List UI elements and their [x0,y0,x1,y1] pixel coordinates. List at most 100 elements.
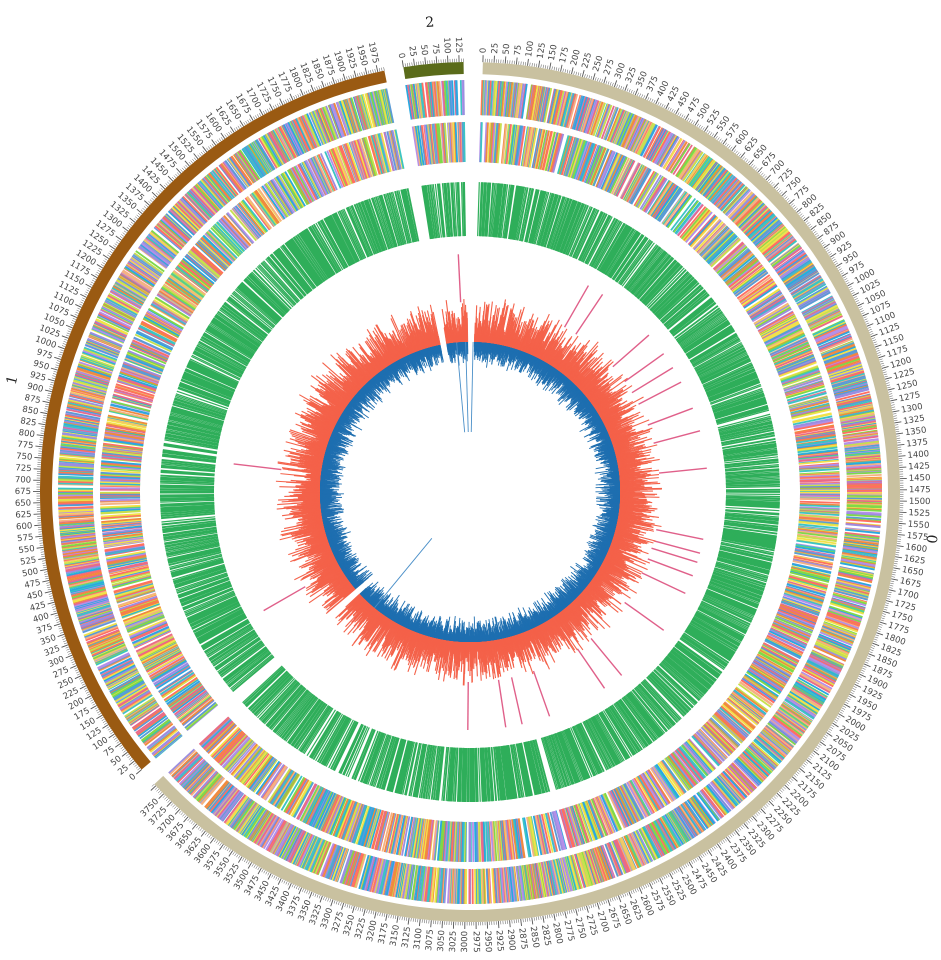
chromosome-label-1: 1 [4,374,22,386]
minor-tick [247,119,250,124]
minor-tick [98,267,102,271]
minor-tick [50,381,55,384]
minor-tick [779,789,783,793]
major-tick [375,65,379,73]
major-tick [61,335,69,339]
minor-tick [87,693,91,696]
minor-tick [357,73,359,77]
chromosome-labels: 012 [4,14,940,544]
minor-tick [856,302,860,305]
major-tick [166,801,172,808]
major-tick [401,60,404,68]
chromosome-band-ring [39,62,900,923]
tick-label: 100 [524,40,536,57]
minor-tick [877,352,881,354]
minor-tick [869,331,873,333]
minor-tick [46,399,50,401]
minor-tick [53,371,58,373]
minor-tick [647,97,650,101]
minor-tick [787,781,791,785]
minor-tick [183,815,187,819]
minor-tick [122,232,126,235]
minor-tick [893,417,898,419]
minor-tick [164,796,168,800]
minor-tick [102,720,107,723]
minor-tick [113,245,117,248]
minor-tick [609,82,612,86]
major-tick [592,73,596,81]
major-tick [36,546,44,549]
cog-forward-mark [500,81,506,117]
minor-tick [743,157,747,161]
minor-tick [636,888,639,892]
minor-tick [199,828,203,832]
minor-tick [114,737,118,740]
tick-label: 25 [406,45,417,57]
minor-tick [649,98,652,102]
minor-tick [622,893,625,898]
major-tick [191,823,198,830]
minor-tick [265,871,268,875]
minor-tick [793,774,797,778]
major-tick [211,139,217,146]
minor-tick [683,865,686,869]
minor-tick [755,168,759,172]
minor-tick [211,143,215,147]
cog-forward-mark [531,85,539,121]
minor-tick [754,166,757,170]
minor-tick [159,792,163,795]
tick-label: 25 [490,43,501,54]
major-tick [341,902,345,910]
minor-tick [690,860,694,864]
minor-tick [847,697,851,701]
minor-tick [157,790,161,794]
minor-tick [58,627,63,630]
minor-tick [234,852,237,857]
major-tick [891,578,899,581]
minor-tick [686,862,690,867]
minor-tick [859,308,863,311]
minor-tick [253,116,256,120]
tick-label: 1500 [909,497,931,507]
cog-reverse-mark [799,485,840,489]
minor-tick [620,85,623,90]
minor-tick [857,677,861,680]
minor-tick [873,638,878,641]
cog-forward-mark [507,82,514,118]
major-tick [122,226,129,232]
major-tick [310,84,314,92]
minor-tick [719,138,722,142]
minor-tick [128,757,132,760]
major-tick [885,600,893,603]
minor-tick [838,268,842,271]
minor-tick [110,731,114,735]
minor-tick [378,68,381,72]
minor-tick [189,819,192,823]
tick-label: 3150 [388,924,401,947]
minor-tick [283,880,286,884]
major-tick [841,272,849,277]
minor-tick [611,897,614,902]
major-tick [38,423,46,426]
minor-tick [620,894,622,899]
major-tick [893,567,901,570]
tick-label: 525 [20,555,38,567]
cog-forward-mark [621,114,638,148]
cog-forward-mark [590,101,604,136]
tick-label: 125 [536,42,548,60]
major-tick [832,722,839,728]
minor-tick [875,634,879,637]
minor-tick [180,812,184,816]
minor-tick [765,803,769,807]
minor-tick [236,854,239,858]
minor-tick [828,728,832,731]
tick-label: 1525 [908,508,930,519]
cog-forward-mark [636,122,655,155]
minor-tick [121,748,126,751]
minor-tick [842,705,847,708]
major-tick [430,920,432,928]
minor-tick [783,194,786,198]
major-tick [698,855,703,863]
minor-tick [383,913,386,917]
